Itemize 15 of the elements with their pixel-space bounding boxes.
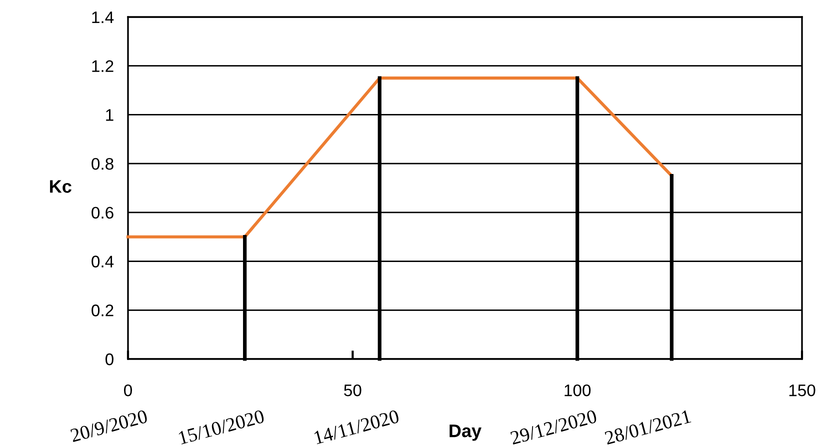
x-axis-title: Day bbox=[450, 424, 482, 441]
y-tick-label: 0 bbox=[105, 353, 114, 366]
y-tick-label: 0.4 bbox=[92, 256, 114, 268]
x-tick-label: 0 bbox=[124, 384, 132, 396]
text: 20/9/2020 bbox=[70, 410, 148, 442]
x-tick-label: 150 bbox=[789, 384, 816, 396]
x-tick-label: 50 bbox=[344, 384, 362, 396]
y-tick-label: 1 bbox=[106, 109, 114, 121]
y-tick-label: 1.2 bbox=[92, 60, 114, 72]
y-tick-label: 0.6 bbox=[92, 206, 114, 219]
y-tick-label: 0.8 bbox=[92, 158, 114, 170]
y-axis-title: Kc bbox=[50, 180, 72, 193]
x-tick-label: 100 bbox=[564, 384, 591, 396]
y-tick-label: 1.4 bbox=[92, 12, 114, 24]
y-tick-label: 0.2 bbox=[92, 304, 114, 316]
